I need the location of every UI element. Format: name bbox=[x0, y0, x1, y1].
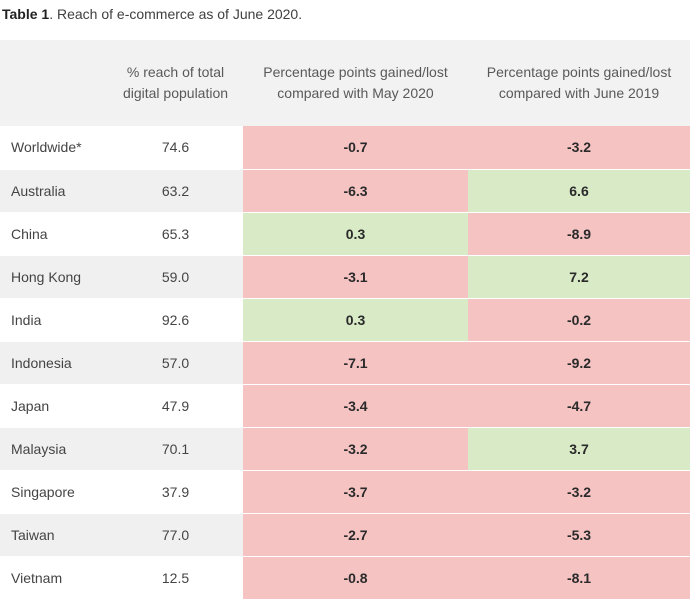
table-row: Vietnam 12.5 -0.8 -8.1 bbox=[0, 556, 690, 600]
change-june-cell: -4.7 bbox=[468, 384, 690, 428]
change-may-cell: -3.1 bbox=[243, 255, 468, 299]
change-may-cell: 0.3 bbox=[243, 298, 468, 342]
change-june-cell: -3.2 bbox=[468, 126, 690, 170]
change-june-cell: -3.2 bbox=[468, 470, 690, 514]
country-cell: Hong Kong bbox=[0, 255, 108, 299]
table-row: Worldwide* 74.6 -0.7 -3.2 bbox=[0, 126, 690, 170]
table-row: Hong Kong 59.0 -3.1 7.2 bbox=[0, 255, 690, 299]
change-june-cell: -8.9 bbox=[468, 212, 690, 256]
country-cell: Taiwan bbox=[0, 513, 108, 557]
table-row: Taiwan 77.0 -2.7 -5.3 bbox=[0, 513, 690, 557]
change-may-cell: -3.7 bbox=[243, 470, 468, 514]
country-cell: India bbox=[0, 298, 108, 342]
country-cell: Malaysia bbox=[0, 427, 108, 471]
change-may-cell: -2.7 bbox=[243, 513, 468, 557]
table-row: Indonesia 57.0 -7.1 -9.2 bbox=[0, 341, 690, 385]
change-june-cell: -5.3 bbox=[468, 513, 690, 557]
change-june-cell: -8.1 bbox=[468, 556, 690, 600]
change-june-cell: 7.2 bbox=[468, 255, 690, 299]
change-june-cell: 3.7 bbox=[468, 427, 690, 471]
change-may-cell: -3.4 bbox=[243, 384, 468, 428]
country-cell: Japan bbox=[0, 384, 108, 428]
reach-cell: 92.6 bbox=[108, 298, 243, 342]
header-reach: % reach of total digital population bbox=[108, 40, 243, 126]
ecommerce-reach-table: % reach of total digital population Perc… bbox=[0, 40, 690, 600]
header-country bbox=[0, 40, 108, 126]
table-caption-text: . Reach of e-commerce as of June 2020. bbox=[49, 6, 303, 22]
table-row: Japan 47.9 -3.4 -4.7 bbox=[0, 384, 690, 428]
change-june-cell: -0.2 bbox=[468, 298, 690, 342]
country-cell: Australia bbox=[0, 169, 108, 213]
header-may-2020: Percentage points gained/lost compared w… bbox=[243, 40, 468, 126]
reach-cell: 37.9 bbox=[108, 470, 243, 514]
change-may-cell: -7.1 bbox=[243, 341, 468, 385]
table-caption-label: Table 1 bbox=[2, 6, 50, 22]
country-cell: Worldwide* bbox=[0, 126, 108, 170]
table-body: Worldwide* 74.6 -0.7 -3.2 Australia 63.2 -6.3 6… bbox=[0, 126, 690, 600]
reach-cell: 57.0 bbox=[108, 341, 243, 385]
table-row: Australia 63.2 -6.3 6.6 bbox=[0, 169, 690, 213]
reach-cell: 74.6 bbox=[108, 126, 243, 170]
table-row: Singapore 37.9 -3.7 -3.2 bbox=[0, 470, 690, 514]
table-header: % reach of total digital population Perc… bbox=[0, 40, 690, 126]
table-row: Malaysia 70.1 -3.2 3.7 bbox=[0, 427, 690, 471]
country-cell: China bbox=[0, 212, 108, 256]
reach-cell: 77.0 bbox=[108, 513, 243, 557]
change-june-cell: 6.6 bbox=[468, 169, 690, 213]
table-row: China 65.3 0.3 -8.9 bbox=[0, 212, 690, 256]
reach-cell: 59.0 bbox=[108, 255, 243, 299]
reach-cell: 47.9 bbox=[108, 384, 243, 428]
country-cell: Indonesia bbox=[0, 341, 108, 385]
change-may-cell: -0.8 bbox=[243, 556, 468, 600]
country-cell: Vietnam bbox=[0, 556, 108, 600]
reach-cell: 70.1 bbox=[108, 427, 243, 471]
reach-cell: 65.3 bbox=[108, 212, 243, 256]
change-june-cell: -9.2 bbox=[468, 341, 690, 385]
table-row: India 92.6 0.3 -0.2 bbox=[0, 298, 690, 342]
reach-cell: 63.2 bbox=[108, 169, 243, 213]
change-may-cell: -6.3 bbox=[243, 169, 468, 213]
change-may-cell: -3.2 bbox=[243, 427, 468, 471]
change-may-cell: -0.7 bbox=[243, 126, 468, 170]
reach-cell: 12.5 bbox=[108, 556, 243, 600]
table-caption: Table 1. Reach of e-commerce as of June … bbox=[2, 6, 302, 22]
country-cell: Singapore bbox=[0, 470, 108, 514]
header-row: % reach of total digital population Perc… bbox=[0, 40, 690, 126]
change-may-cell: 0.3 bbox=[243, 212, 468, 256]
header-june-2019: Percentage points gained/lost compared w… bbox=[468, 40, 690, 126]
